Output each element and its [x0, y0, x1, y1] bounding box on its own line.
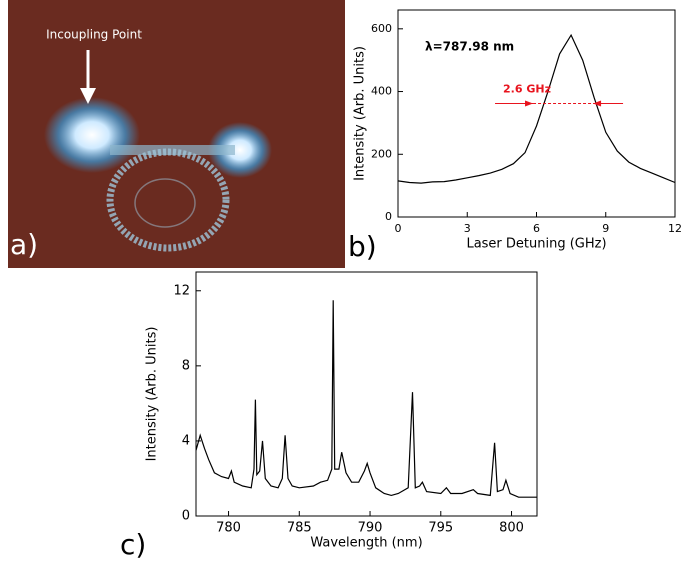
y-tick-label: 600: [371, 22, 392, 35]
x-tick-label: 3: [464, 222, 471, 235]
x-tick-label: 785: [287, 521, 312, 536]
arrow-head: [80, 88, 96, 104]
waveguide: [110, 145, 235, 155]
panel-label: a): [10, 228, 38, 261]
panel-label: b): [348, 230, 377, 263]
x-tick-label: 795: [428, 521, 453, 536]
x-tick-label: 0: [395, 222, 402, 235]
y-tick-label: 200: [371, 147, 392, 160]
x-tick-label: 780: [216, 521, 241, 536]
data-line: [195, 300, 537, 498]
glow: [44, 97, 140, 173]
data-line: [397, 33, 676, 184]
y-tick-label: 0: [182, 509, 190, 524]
glow: [208, 122, 272, 178]
fwhm-label: 2.6 GHz: [503, 82, 551, 95]
x-tick-label: 12: [668, 222, 682, 235]
fwhm-arrowhead: [593, 100, 602, 107]
y-tick-label: 4: [182, 433, 190, 448]
fwhm-arrowhead: [525, 100, 534, 107]
y-tick-label: 12: [173, 283, 190, 298]
x-tick-label: 800: [499, 521, 524, 536]
ring: [134, 178, 196, 228]
x-tick-label: 6: [533, 222, 540, 235]
x-axis-title: Wavelength (nm): [310, 536, 422, 551]
y-axis-title: Intensity (Arb. Units): [353, 46, 368, 181]
x-tick-label: 790: [358, 521, 383, 536]
panel-label: c): [120, 528, 146, 561]
plot-frame: [195, 271, 538, 517]
image-annotation: Incoupling Point: [46, 28, 142, 42]
annotation: λ=787.98 nm: [425, 40, 514, 54]
microscope-image: Incoupling Point a): [8, 0, 345, 268]
ring: [106, 148, 230, 252]
y-tick-label: 400: [371, 85, 392, 98]
plot-frame: [397, 9, 676, 218]
y-tick-label: 0: [385, 210, 392, 223]
x-tick-label: 9: [602, 222, 609, 235]
y-axis-title: Intensity (Arb. Units): [145, 327, 160, 462]
x-axis-title: Laser Detuning (GHz): [466, 237, 606, 252]
y-tick-label: 8: [182, 358, 190, 373]
